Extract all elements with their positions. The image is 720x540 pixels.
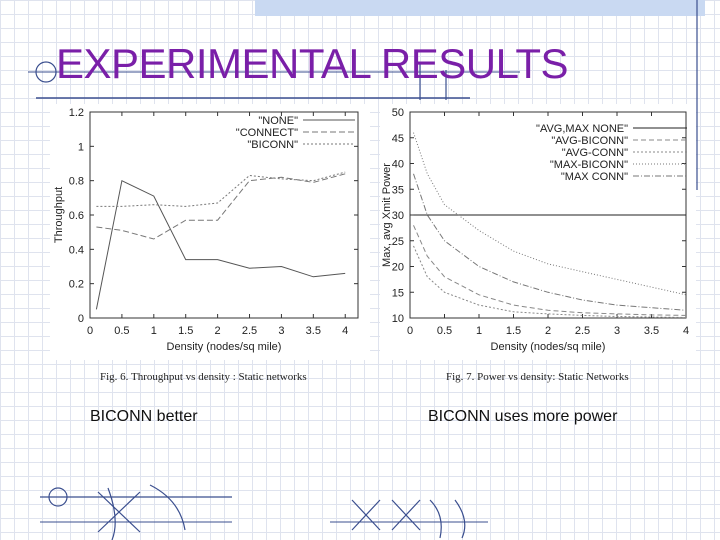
power-chart: 0 0.5 1 1.5 2 2.5 3 3.5 4 10 15 20 25 30 35 40 45 50 Densi… [381,107,689,353]
legend-label-2: "AVG-CONN" [562,147,628,159]
series-line-2 [413,245,687,318]
power-figure: 0 0.5 1 1.5 2 2.5 3 3.5 4 10 15 20 25 30 35 40 45 50 Densi… [380,104,696,360]
bottom-cross-deco-right [351,499,466,539]
x-tick-label: 1.5 [178,325,193,337]
y-tick-label: 20 [392,262,404,274]
x-tick-label: 4 [683,325,689,337]
legend-label-1: "CONNECT" [236,127,298,139]
x-tick-label: 0.5 [437,325,452,337]
x-tick-label: 2 [545,325,551,337]
legend-label-0: "AVG,MAX NONE" [536,123,628,135]
bullet-biconn-power: BICONN uses more power [428,408,618,425]
bullet-biconn-better: BICONN better [90,408,198,425]
figure-7-caption: Fig. 7. Power vs density: Static Network… [446,371,629,383]
bottom-cross-deco-left [97,484,186,540]
y-axis-label: Max, avg Xmit Power [381,163,393,267]
bottom-circle-deco [48,487,68,507]
top-accent-band [255,0,705,16]
y-tick-label: 50 [392,107,404,119]
legend-label-4: "MAX CONN" [561,171,628,183]
legend-label-3: "MAX-BICONN" [550,159,628,171]
x-tick-label: 4 [342,325,348,337]
x-tick-label: 3.5 [644,325,659,337]
x-tick-label: 2 [215,325,221,337]
y-tick-label: 0.8 [69,176,84,188]
series-line-1 [413,225,687,316]
y-tick-label: 40 [392,159,404,171]
x-tick-label: 2.5 [242,325,257,337]
y-tick-label: 0.4 [69,244,84,256]
x-tick-label: 3.5 [306,325,321,337]
series-line-1 [96,173,346,240]
plot-frame [89,111,359,319]
y-tick-label: 0 [78,313,84,325]
y-tick-label: 10 [392,313,404,325]
series-line-0 [95,179,346,310]
x-tick-label: 1.5 [506,325,521,337]
series-line-4 [413,173,687,311]
x-tick-label: 1 [476,325,482,337]
y-tick-label: 25 [392,236,404,248]
y-tick-label: 30 [392,210,404,222]
legend-label-0: "NONE" [258,115,298,127]
series-line-3 [413,132,687,296]
x-tick-label: 0.5 [114,325,129,337]
legend-label-1: "AVG-BICONN" [551,135,628,147]
x-axis-label: Density (nodes/sq mile) [491,341,606,353]
y-tick-label: 1.2 [69,107,84,119]
x-tick-label: 3 [614,325,620,337]
y-tick-label: 45 [392,133,404,145]
x-tick-label: 1 [151,325,157,337]
series-line-2 [96,171,346,207]
y-tick-label: 15 [392,287,404,299]
throughput-figure: 0 0.5 1 1.5 2 2.5 3 3.5 4 0 0.2 0.4 0.6 0.8 1 1.2 Densit… [50,104,370,360]
title-circle-deco [35,61,57,83]
y-tick-label: 35 [392,184,404,196]
x-tick-label: 0 [407,325,413,337]
x-axis-label: Density (nodes/sq mile) [167,341,282,353]
y-tick-label: 1 [78,141,84,153]
throughput-chart: 0 0.5 1 1.5 2 2.5 3 3.5 4 0 0.2 0.4 0.6 0.8 1 1.2 Densit… [53,107,359,353]
y-tick-label: 0.2 [69,279,84,291]
page-title: EXPERIMENTAL RESULTS [56,40,569,87]
x-tick-label: 0 [87,325,93,337]
x-tick-label: 3 [278,325,284,337]
y-tick-label: 0.6 [69,210,84,222]
figure-6-caption: Fig. 6. Throughput vs density : Static n… [100,371,307,383]
y-axis-label: Throughput [53,187,65,243]
legend-label-2: "BICONN" [247,139,298,151]
x-tick-label: 2.5 [575,325,590,337]
